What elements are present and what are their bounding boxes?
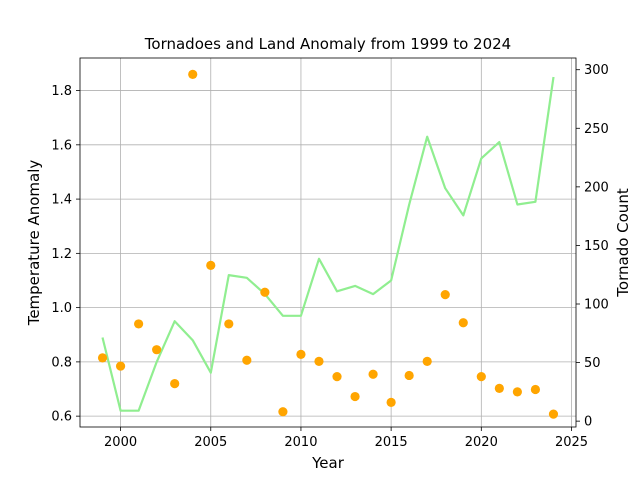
right-y-axis-title: Tornado Count — [614, 188, 632, 298]
tornado-count-point — [296, 349, 306, 359]
tornado-count-series — [97, 69, 559, 419]
tornado-count-point — [350, 391, 360, 402]
grid — [80, 58, 576, 427]
right-y-tick-label: 100 — [584, 298, 609, 313]
left-y-axis: 0.6 0.8 1.0 1.2 1.4 1.6 1.8 — [51, 84, 80, 425]
temperature-anomaly-series — [101, 76, 555, 412]
tornado-count-point — [530, 384, 541, 395]
left-y-tick-label: 0.8 — [51, 355, 72, 370]
x-tick-label: 2020 — [465, 435, 498, 450]
tornado-count-point — [314, 356, 324, 366]
left-y-axis-title: Temperature Anomaly — [25, 160, 43, 327]
x-tick-label: 2000 — [104, 435, 137, 450]
x-tick-label: 2005 — [194, 435, 227, 450]
right-y-tick-label: 300 — [584, 63, 609, 78]
tornado-count-point — [206, 260, 216, 270]
tornado-count-point — [458, 318, 468, 328]
tornado-count-point — [188, 69, 198, 79]
tornado-count-point — [548, 409, 559, 419]
right-y-tick-label: 150 — [584, 239, 609, 254]
right-y-tick-label: 250 — [584, 122, 609, 137]
left-y-tick-label: 1.2 — [51, 247, 72, 262]
tornado-count-point — [512, 387, 522, 397]
tornado-count-point — [170, 379, 180, 389]
tornado-count-point — [115, 361, 126, 371]
x-axis: 2000 2005 2010 2015 2020 2025 — [104, 427, 588, 450]
tornado-count-point — [134, 319, 144, 329]
x-axis-title: Year — [311, 454, 345, 472]
tornado-count-point — [494, 383, 504, 393]
tornado-count-point — [422, 356, 432, 366]
temperature-anomaly-line — [101, 76, 555, 412]
left-y-tick-label: 1.4 — [51, 193, 72, 208]
left-y-tick-label: 1.6 — [51, 138, 72, 153]
tornado-count-point — [152, 345, 162, 355]
tornado-count-point — [260, 287, 270, 297]
tornado-count-point — [440, 290, 450, 300]
tornado-count-point — [386, 397, 396, 407]
x-tick-label: 2025 — [555, 435, 588, 450]
tornado-count-point — [278, 407, 288, 417]
right-y-tick-label: 200 — [584, 180, 609, 195]
right-y-tick-label: 0 — [584, 415, 592, 430]
tornado-count-point — [404, 370, 414, 381]
left-y-tick-label: 0.6 — [51, 410, 72, 425]
right-y-tick-label: 50 — [584, 356, 601, 371]
x-tick-label: 2010 — [284, 435, 317, 450]
tornado-count-point — [332, 372, 342, 382]
left-y-tick-label: 1.0 — [51, 301, 72, 316]
right-y-axis: 0 50 100 150 200 250 300 — [576, 63, 609, 430]
tornado-count-point — [242, 355, 252, 365]
tornado-count-point — [476, 372, 486, 382]
x-tick-label: 2015 — [375, 435, 408, 450]
tornado-count-point — [224, 319, 234, 329]
left-y-tick-label: 1.8 — [51, 84, 72, 99]
chart-title: Tornadoes and Land Anomaly from 1999 to … — [144, 35, 511, 53]
tornado-count-point — [368, 369, 378, 379]
tornado-count-point — [97, 353, 108, 363]
plot-frame — [79, 57, 577, 428]
